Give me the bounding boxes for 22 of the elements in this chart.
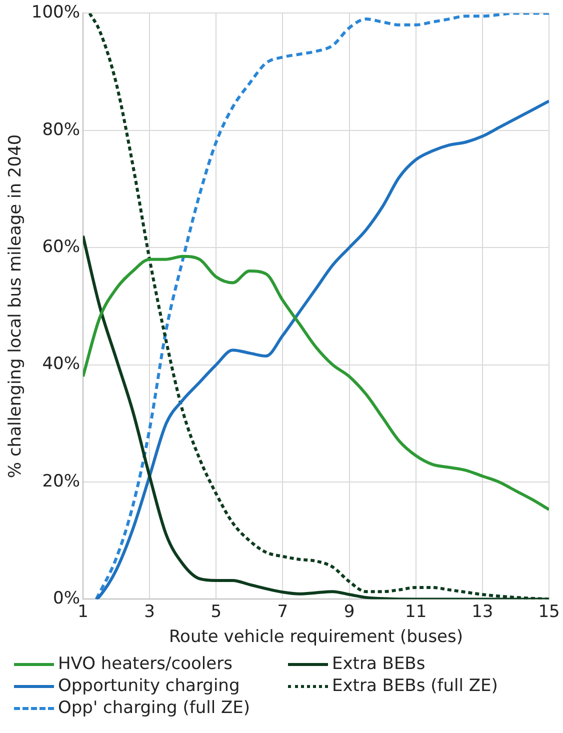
x-tick-label: 1 <box>78 602 88 622</box>
y-axis-title: % challenging local bus mileage in 2040 <box>6 134 26 478</box>
x-tick-label: 15 <box>538 602 560 622</box>
x-tick-label: 11 <box>405 602 427 622</box>
y-tick-label: 20% <box>42 471 80 492</box>
legend-label: Extra BEBs (full ZE) <box>332 676 498 696</box>
x-axis-title: Route vehicle requirement (buses) <box>168 627 464 648</box>
x-tick-label: 9 <box>344 602 355 622</box>
x-tick-label: 13 <box>472 602 494 622</box>
y-tick-label: 40% <box>42 354 80 374</box>
legend-label: Extra BEBs <box>332 654 426 674</box>
x-tick-label: 7 <box>277 602 288 622</box>
legend-label: Opportunity charging <box>58 676 240 696</box>
line-series <box>83 254 549 512</box>
y-tick-label: 60% <box>42 237 80 258</box>
x-tick-label: 3 <box>144 602 155 622</box>
x-tick-label: 5 <box>210 602 222 622</box>
y-tick-label: 100% <box>31 2 80 23</box>
legend-label: HVO heaters/coolers <box>58 654 232 674</box>
y-tick-label: 80% <box>42 120 80 140</box>
legend-label: Opp' charging (full ZE) <box>58 698 250 718</box>
y-tick-label: 0% <box>53 588 80 609</box>
